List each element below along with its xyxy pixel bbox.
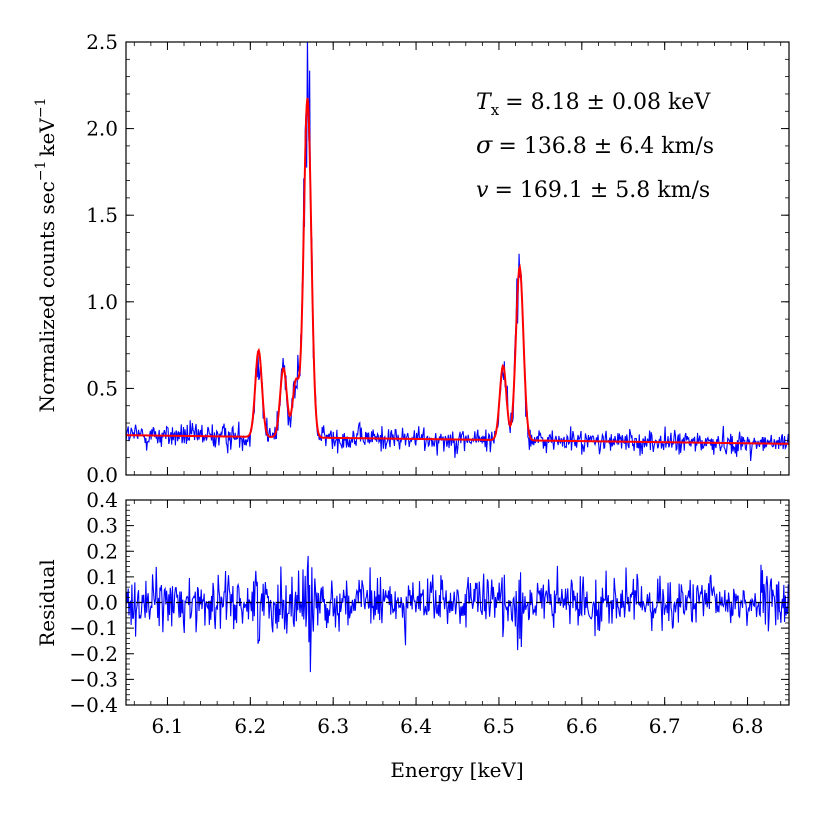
residual-xtick-label: 6.5 — [483, 714, 515, 738]
annot-tx-symbol: T — [476, 90, 493, 115]
residual-ytick-label: 0.0 — [86, 591, 118, 615]
residual-xtick-label: 6.7 — [649, 714, 681, 738]
residual-y-axis-title: Residual — [35, 559, 59, 647]
y-title-exp1: −1 — [33, 161, 49, 182]
annot-tx-value: = 8.18 ± 0.08 keV — [505, 90, 711, 115]
annotation-velocity: v = 169.1 ± 5.8 km/s — [476, 178, 710, 203]
annot-v-symbol: v — [476, 178, 489, 203]
spectrum-y-axis-title: Normalized counts sec−1keV−1 — [33, 98, 59, 413]
y-title-main: Normalized counts sec — [35, 181, 59, 412]
spectrum-axes-frame — [125, 41, 790, 476]
residual-ytick-label: −0.3 — [69, 667, 118, 691]
annot-sigma-value: = 136.8 ± 6.4 km/s — [498, 134, 714, 159]
residual-ytick-label: 0.3 — [86, 514, 118, 538]
spectrum-ytick-label: 2.5 — [86, 30, 118, 54]
residual-xtick-label: 6.6 — [566, 714, 598, 738]
annot-tx-subscript: x — [491, 101, 500, 119]
residual-ytick-label: 0.2 — [86, 539, 118, 563]
x-axis-title: Energy [keV] — [390, 758, 523, 782]
residual-line — [126, 555, 789, 673]
annot-sigma-symbol: σ — [476, 131, 493, 159]
annot-v-value: = 169.1 ± 5.8 km/s — [494, 178, 710, 203]
residual-ytick-label: 0.1 — [86, 565, 118, 589]
spectrum-ytick-label: 1.5 — [86, 203, 118, 227]
residual-ytick-label: −0.2 — [69, 642, 118, 666]
y-title-exp2: −1 — [33, 98, 49, 119]
y-title-unit: keV — [35, 118, 59, 157]
residual-xtick-label: 6.2 — [234, 714, 266, 738]
residual-xtick-label: 6.8 — [732, 714, 764, 738]
residual-xtick-label: 6.1 — [152, 714, 184, 738]
residual-ytick-label: −0.4 — [69, 693, 118, 717]
spectrum-model-line — [126, 97, 789, 445]
spectrum-ytick-label: 2.0 — [86, 117, 118, 141]
annotation-temperature: Tx = 8.18 ± 0.08 keV — [476, 90, 711, 119]
spectrum-ytick-label: 0.0 — [86, 463, 118, 487]
residual-xtick-label: 6.3 — [317, 714, 349, 738]
spectrum-panel: 0.0 0.5 1.0 1.5 2.0 2.5 Normalized counts sec… — [33, 30, 790, 487]
residual-xtick-label: 6.4 — [400, 714, 432, 738]
annotation-sigma: σ = 136.8 ± 6.4 km/s — [476, 131, 714, 159]
spectrum-data-group — [126, 42, 789, 462]
residual-panel: −0.4−0.3−0.2−0.10.00.10.20.30.4 6.1 6.2 6.3… — [35, 488, 790, 782]
spectrum-ytick-label: 1.0 — [86, 290, 118, 314]
residual-ticks: −0.4−0.3−0.2−0.10.00.10.20.30.4 6.1 6.2 6.3… — [69, 488, 789, 738]
spectrum-ytick-label: 0.5 — [86, 376, 118, 400]
residual-ytick-label: −0.1 — [69, 616, 118, 640]
residual-ytick-label: 0.4 — [86, 488, 118, 512]
spectrum-ticks: 0.0 0.5 1.0 1.5 2.0 2.5 — [86, 30, 789, 487]
residual-data-group — [126, 555, 789, 673]
